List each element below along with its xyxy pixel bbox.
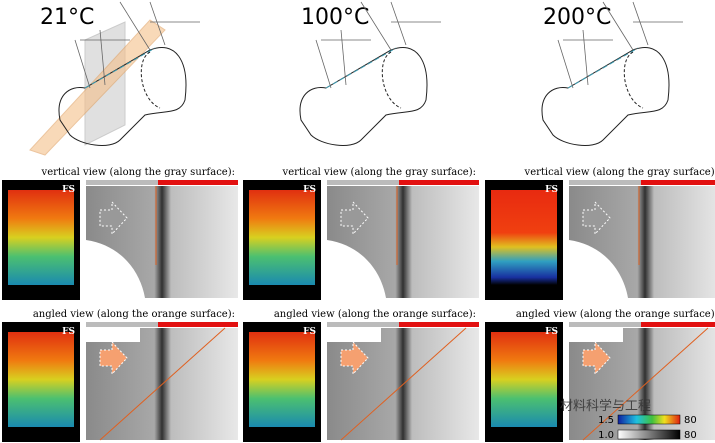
angled-label: angled view (along the orange surface): — [33, 309, 235, 320]
column: 100°C vertical view (along the gray surfa… — [243, 1, 479, 442]
vertical-label: vertical view (along the gray surface): — [524, 167, 715, 178]
section-line — [582, 327, 709, 441]
cutout — [327, 328, 381, 342]
crack-front — [567, 47, 639, 89]
heatmap — [249, 190, 315, 285]
fixture — [557, 1, 683, 89]
scale-bar-red — [641, 180, 715, 185]
arrow — [340, 340, 369, 376]
temperature: 21°C — [40, 5, 94, 30]
cutout — [86, 328, 140, 342]
color-min: 1.5 — [598, 415, 614, 426]
column: 21°C vertical view (along the gray surfac… — [2, 1, 238, 442]
specimen-outline — [541, 47, 670, 146]
heatmap — [249, 332, 315, 427]
specimen-outline — [299, 47, 428, 146]
arrow — [582, 340, 611, 376]
fs-label: FS — [545, 185, 558, 195]
fs-label: FS — [62, 185, 75, 195]
color-max: 80 — [684, 415, 697, 426]
heatmap — [8, 190, 74, 285]
temperature: 200°C — [543, 5, 611, 30]
column: 200°C vertical view (along the gray surfa… — [485, 1, 715, 442]
temperature: 100°C — [301, 5, 369, 30]
scale-bar-red — [158, 322, 238, 327]
arrow — [582, 200, 611, 236]
scale-bar-red — [399, 180, 479, 185]
specimen-sketch — [29, 1, 200, 156]
section-line — [99, 327, 226, 441]
fixture — [315, 1, 441, 89]
specimen-sketch — [299, 1, 441, 146]
scale-bar-red — [158, 180, 238, 185]
fs-label: FS — [62, 327, 75, 337]
vertical-label: vertical view (along the gray surface): — [282, 167, 476, 178]
heatmap — [491, 332, 557, 427]
arrow — [99, 340, 128, 376]
heatmap — [491, 190, 557, 285]
gray-max: 80 — [684, 430, 697, 441]
fracture-edge — [623, 51, 644, 109]
colorbar: 1.5 80 1.0 80 — [598, 414, 697, 441]
specimen-sketch — [541, 1, 683, 146]
cutout — [86, 240, 145, 298]
arrow — [99, 200, 128, 236]
gray-min: 1.0 — [598, 430, 614, 441]
crack-front — [84, 47, 156, 89]
crack-front — [325, 47, 397, 89]
cutout — [569, 240, 628, 298]
vertical-label: vertical view (along the gray surface): — [41, 167, 235, 178]
gray-scale — [617, 429, 681, 440]
arrow — [340, 200, 369, 236]
section-line — [340, 327, 467, 441]
fs-label: FS — [303, 185, 316, 195]
cutout — [327, 240, 386, 298]
angled-label: angled view (along the orange surface): — [516, 309, 715, 320]
color-scale — [617, 414, 681, 425]
scale-bar-red — [641, 322, 715, 327]
fs-label: FS — [303, 327, 316, 337]
scale-bar-red — [399, 322, 479, 327]
fs-label: FS — [545, 327, 558, 337]
watermark: 材料科学与工程 — [560, 398, 651, 414]
cutout — [569, 328, 623, 342]
fracture-edge — [140, 51, 161, 109]
angled-label: angled view (along the orange surface): — [274, 309, 476, 320]
specimen-outline — [58, 47, 187, 146]
heatmap — [8, 332, 74, 427]
fixture — [74, 1, 200, 89]
fracture-edge — [381, 51, 402, 109]
orange-plane — [29, 19, 166, 156]
